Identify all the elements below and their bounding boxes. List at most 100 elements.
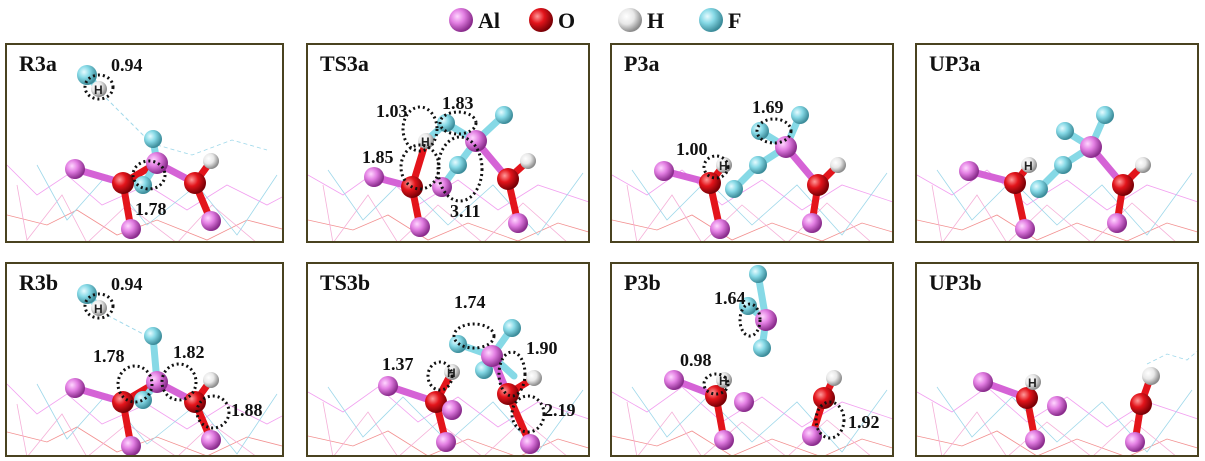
h-atom (418, 133, 434, 149)
distance-marker (116, 364, 154, 404)
distance-marker (438, 110, 478, 136)
h-atom (203, 372, 219, 388)
al-atom (1025, 430, 1045, 450)
panel-label: UP3b (929, 270, 982, 295)
distance-label: 1.37 (382, 354, 414, 374)
distance-label: 1.90 (526, 338, 558, 358)
al-atom-icon (449, 8, 473, 32)
al-atom (734, 392, 754, 412)
panel-label: R3a (19, 51, 57, 76)
atoms (65, 65, 221, 239)
h-atom (716, 157, 732, 173)
f-atom (77, 65, 97, 85)
al-atom (714, 430, 734, 450)
f-atom (1054, 156, 1072, 174)
o-atom (1016, 387, 1038, 409)
h-atom (203, 153, 219, 169)
h-atom (91, 81, 107, 97)
atoms (959, 106, 1151, 239)
distance-marker (83, 73, 115, 101)
f-atom (503, 319, 521, 337)
panel-p3a: H 1.00 1.69 P3a (610, 43, 894, 243)
al-atom (1125, 432, 1145, 452)
distance-marker (738, 302, 762, 338)
distance-label: 1.74 (454, 292, 486, 312)
al-atom (755, 309, 777, 331)
distance-marker (452, 322, 496, 350)
distance-marker (426, 360, 454, 392)
distance-label: 1.00 (676, 139, 708, 159)
h-atom-label: H (1024, 159, 1033, 173)
o-atom (813, 387, 835, 409)
f-atom (144, 327, 162, 345)
f-atom (449, 156, 467, 174)
distance-marker (160, 362, 198, 402)
bonds (660, 111, 842, 233)
atoms (65, 284, 221, 455)
al-atom (1107, 213, 1127, 233)
h-atom (826, 370, 842, 386)
distance-label: 1.88 (231, 400, 263, 420)
distance-label: 2.19 (544, 400, 576, 420)
distance-marker (399, 143, 441, 191)
h-atom (830, 157, 846, 173)
f-atom (1056, 122, 1074, 140)
distance-marker (83, 292, 115, 320)
panel-r3a: H 0.94 1.78 R3a (5, 43, 284, 243)
f-atom (144, 130, 162, 148)
o-atom (112, 172, 134, 194)
distance-label: 0.94 (111, 274, 143, 294)
al-atom (146, 152, 168, 174)
al-atom (201, 211, 221, 231)
distance-label: 0.94 (111, 55, 143, 75)
legend-label-al: Al (478, 8, 500, 33)
panel-label: UP3a (929, 51, 981, 76)
panel-r3b: H 0.94 1.78 1.82 1.88 R3b (5, 262, 284, 457)
h-atom (1025, 374, 1041, 390)
distance-marker (131, 159, 167, 191)
o-atom-icon (529, 8, 553, 32)
h-atom-label: H (94, 302, 103, 316)
al-atom (436, 432, 456, 452)
al-atom (802, 213, 822, 233)
al-atom (1080, 136, 1102, 158)
al-atom (201, 430, 221, 450)
al-atom (654, 161, 674, 181)
al-atom (664, 370, 684, 390)
o-atom (705, 385, 727, 407)
atoms (973, 367, 1160, 452)
f-atom (495, 106, 513, 124)
al-atom (442, 400, 462, 420)
f-atom (751, 122, 769, 140)
h-atom-label: H (421, 135, 430, 149)
f-atom (77, 284, 97, 304)
distance-marker (195, 394, 231, 430)
distance-label: 1.64 (714, 288, 746, 308)
legend-label-f: F (728, 8, 741, 33)
al-atom (520, 434, 540, 454)
panel-up3b: H UP3b (915, 262, 1199, 457)
distance-marker (755, 117, 793, 145)
f-atom-icon (699, 8, 723, 32)
f-atom (791, 106, 809, 124)
h-atom (1135, 157, 1151, 173)
al-atom (481, 345, 503, 367)
bonds (979, 372, 1155, 446)
panel-label: TS3a (320, 51, 369, 76)
al-atom (508, 213, 528, 233)
panel-p3b: H 1.64 0.98 1.92 P3b (610, 262, 894, 457)
al-atom (378, 376, 398, 396)
distance-marker (510, 394, 546, 434)
o-atom (1130, 393, 1152, 415)
o-atom (699, 172, 721, 194)
h-atom (444, 364, 460, 380)
h-atom-label: H (719, 374, 728, 388)
f-atom (753, 339, 771, 357)
h-atom-icon (618, 8, 642, 32)
al-atom (802, 426, 822, 446)
al-atom (121, 219, 141, 239)
distance-marker (436, 135, 484, 203)
o-atom (112, 391, 134, 413)
panel-ts3b: H 1.74 1.37 1.90 2.19 TS3b (306, 262, 590, 457)
f-atom (725, 180, 743, 198)
